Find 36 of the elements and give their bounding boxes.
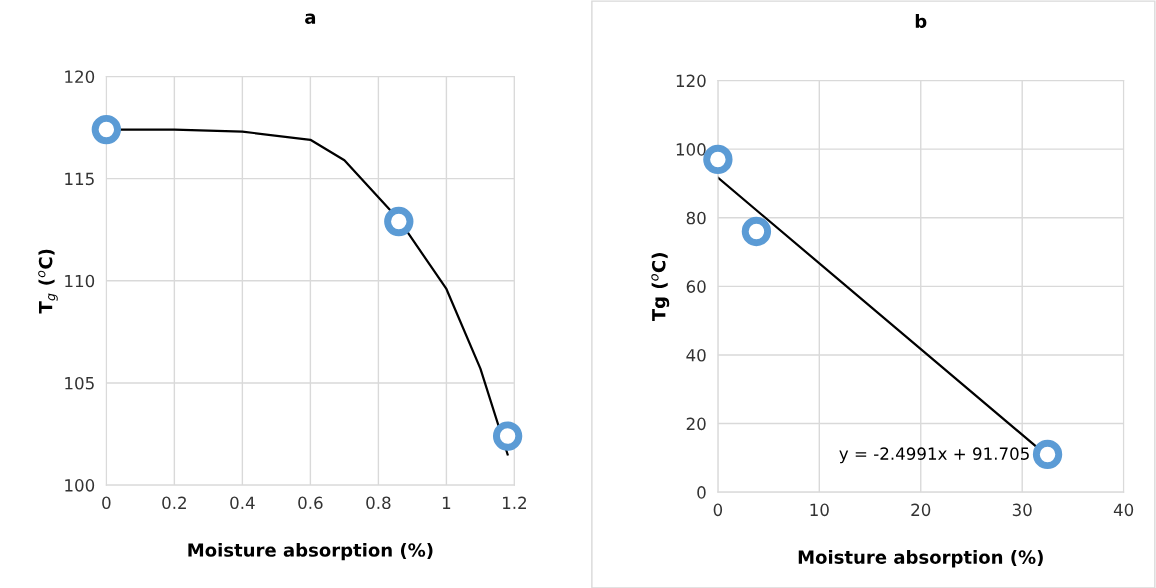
y-tick-label: 115 xyxy=(65,172,94,186)
x-tick-label: 20 xyxy=(911,503,931,517)
chart-title: b xyxy=(915,14,927,29)
y-tick-label: 60 xyxy=(686,280,706,293)
x-tick-label: 0.6 xyxy=(298,496,323,510)
x-axis-title: Moisture absorption (%) xyxy=(188,542,433,561)
y-tick-label: 40 xyxy=(686,348,706,362)
x-tick-label: 1.2 xyxy=(503,496,526,509)
y-tick-label: 0 xyxy=(697,486,706,499)
x-tick-label: 0.2 xyxy=(162,496,186,510)
x-axis-title: Moisture absorption (%) xyxy=(798,549,1043,568)
y-axis-title: T$_{g}$ ($^{o}$C) xyxy=(38,249,58,314)
point xyxy=(384,206,414,237)
x-tick-label: 40 xyxy=(1113,503,1134,517)
point xyxy=(1032,439,1063,470)
x-tick-label: 0 xyxy=(713,503,723,517)
x-tick-label: 0.4 xyxy=(230,496,255,510)
y-tick-label: 100 xyxy=(65,479,95,492)
annotation: y = -2.4991x + 91.705 xyxy=(839,447,1029,464)
chart-title: a xyxy=(305,13,316,24)
point xyxy=(741,216,772,247)
y-tick-label: 100 xyxy=(676,143,706,156)
x-tick-label: 30 xyxy=(1012,503,1032,517)
y-axis-title: Tg ($^{o}$C) xyxy=(651,253,670,322)
x-tick-label: 0.8 xyxy=(366,496,391,510)
y-tick-label: 20 xyxy=(686,417,706,431)
x-tick-label: 1 xyxy=(442,496,451,509)
y-tick-label: 120 xyxy=(676,74,706,88)
y-tick-label: 120 xyxy=(65,70,95,84)
y-tick-label: 80 xyxy=(686,211,706,225)
y-tick-label: 110 xyxy=(65,274,95,288)
x-tick-label: 0 xyxy=(102,496,111,510)
y-tick-label: 105 xyxy=(65,376,94,390)
point xyxy=(91,114,122,145)
point xyxy=(492,421,523,451)
x-tick-label: 10 xyxy=(810,503,829,517)
